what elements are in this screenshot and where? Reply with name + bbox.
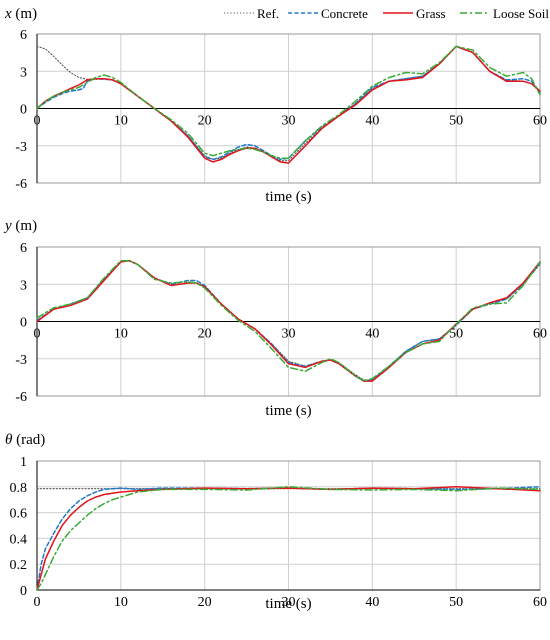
x-tick-label: 20: [198, 595, 212, 610]
y-tick-label: 0.6: [10, 507, 28, 522]
legend: Ref. Concrete Grass Loose Soil: [224, 6, 549, 21]
x-tick-label: 30: [282, 595, 296, 610]
x-tick-label: 50: [449, 595, 463, 610]
x-tick-label: 0: [34, 327, 41, 342]
x-tick-label: 10: [114, 595, 128, 610]
x-tick-label: 20: [198, 114, 212, 129]
series-line-grass: [36, 486, 541, 591]
series-line-loose-soil: [36, 45, 541, 159]
y-tick-label: 3: [20, 65, 27, 80]
y-axis-label: y (m): [3, 218, 37, 234]
y-tick-label: 6: [20, 28, 27, 43]
x-axis-label: time (s): [265, 596, 311, 612]
legend-label-ref: Ref.: [257, 6, 279, 21]
y-tick-label: 0: [20, 316, 27, 331]
x-tick-label: 0: [34, 595, 41, 610]
y-tick-label: 0.4: [10, 532, 28, 547]
legend-label-concrete: Concrete: [321, 6, 368, 21]
x-tick-label: 30: [282, 327, 296, 342]
y-tick-label: -6: [15, 390, 27, 405]
x-tick-label: 20: [198, 327, 212, 342]
y-tick-label: 0: [20, 103, 27, 118]
y-axis-label: x (m): [4, 6, 37, 22]
theta-heading-chart: 0 10 20 30 40 50 60 1 0.8 0.6 0.4 0.2 0 θ (rad) time (…: [5, 432, 547, 612]
x-tick-label: 50: [449, 114, 463, 129]
x-axis-label: time (s): [265, 403, 311, 419]
series-line-concrete: [36, 45, 541, 161]
x-tick-label: 30: [282, 114, 296, 129]
series-line-loose-soil: [36, 486, 541, 591]
y-tick-label: 0.8: [10, 481, 28, 496]
x-axis-label: time (s): [265, 189, 311, 205]
y-tick-label: 1: [20, 455, 27, 470]
x-tick-label: 60: [533, 327, 547, 342]
x-tick-label: 40: [365, 327, 379, 342]
y-tick-label: -3: [15, 353, 27, 368]
x-tick-label: 10: [114, 327, 128, 342]
x-tick-label: 40: [365, 114, 379, 129]
y-tick-label: 0: [20, 584, 27, 599]
y-tick-label: 0.2: [10, 558, 28, 573]
x-tick-label: 10: [114, 114, 128, 129]
y-tick-label: 6: [20, 241, 27, 256]
x-tick-label: 60: [533, 114, 547, 129]
x-tick-label: 60: [533, 595, 547, 610]
x-tick-label: 0: [34, 114, 41, 129]
y-tick-label: -6: [15, 177, 27, 192]
legend-label-loose-soil: Loose Soil: [493, 6, 549, 21]
x-tick-label: 40: [365, 595, 379, 610]
y-axis-label: θ (rad): [5, 432, 45, 448]
series-line-loose-soil: [36, 259, 541, 382]
x-tick-label: 50: [449, 327, 463, 342]
legend-label-grass: Grass: [416, 6, 446, 21]
y-tick-label: 3: [20, 278, 27, 293]
y-tick-label: -3: [15, 140, 27, 155]
